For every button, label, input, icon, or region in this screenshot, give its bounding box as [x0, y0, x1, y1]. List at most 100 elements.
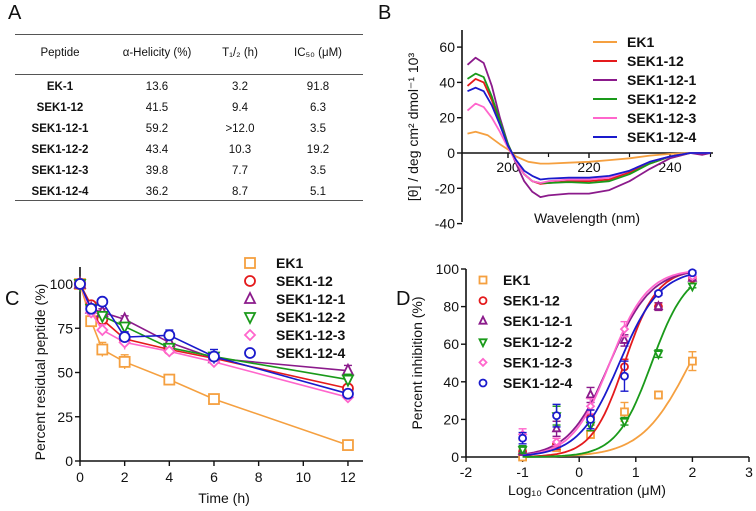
- data-point: [74, 278, 86, 290]
- legend-label: SEK1-12-1: [503, 313, 572, 329]
- legend-label: SEK1-12-4: [627, 129, 696, 145]
- table-cell: 5.1: [310, 186, 326, 198]
- data-point: [96, 295, 109, 308]
- data-point: [208, 350, 220, 363]
- column-header: T₁/₂ (h): [222, 47, 258, 59]
- x-axis-label: Time (h): [198, 490, 250, 506]
- data-point: [687, 282, 698, 293]
- axes-2: [75, 267, 363, 466]
- table-cell: 36.2: [145, 186, 169, 198]
- x-tick-label: 6: [210, 469, 218, 485]
- data-point: [654, 390, 663, 400]
- table-bottom-rule: [15, 200, 363, 201]
- x-tick-label: 200: [496, 159, 520, 175]
- x-tick-label: 220: [577, 159, 601, 175]
- y-tick-label: 0: [451, 449, 459, 465]
- table-cell: 6.3: [310, 102, 326, 114]
- legend-marker: [244, 347, 256, 359]
- y-tick-label: -40: [435, 216, 455, 232]
- x-tick-label: 1: [632, 464, 640, 480]
- data-point: [342, 439, 354, 451]
- data-point: [163, 329, 176, 342]
- y-tick-label: 60: [439, 39, 455, 55]
- column-header: IC₅₀ (μM): [294, 47, 342, 59]
- cd-curve: [467, 130, 711, 165]
- panel-label-d: D: [396, 288, 411, 310]
- data-point: [208, 393, 220, 405]
- y-tick-label: 20: [439, 110, 455, 126]
- fit-curve: [522, 285, 694, 458]
- y-tick-label: 25: [57, 409, 73, 425]
- legend-marker: [478, 338, 488, 349]
- table-cell: 3.5: [310, 165, 326, 177]
- data-point: [163, 344, 176, 358]
- panel-label-b: B: [378, 2, 392, 24]
- table-cell: 3.2: [232, 81, 248, 93]
- data-point: [118, 331, 131, 344]
- x-tick-label: 0: [575, 464, 583, 480]
- y-tick-label: 0: [447, 145, 455, 161]
- y-tick-label: -20: [435, 180, 455, 196]
- legend-marker: [243, 328, 257, 342]
- table-cell: 59.2: [145, 123, 169, 135]
- cd-curve: [467, 86, 711, 181]
- y-tick-label: 40: [439, 74, 455, 90]
- x-tick-label: 3: [745, 464, 753, 480]
- series-SEK1-12-4: [518, 268, 697, 457]
- row-peptide-name: EK-1: [46, 81, 74, 93]
- x-tick-label: 12: [340, 469, 356, 485]
- y-tick-label: 40: [443, 374, 459, 390]
- table-cell: 41.5: [145, 102, 169, 114]
- x-axis-label: Log₁₀ Concentration (μM): [508, 482, 666, 498]
- x-tick-label: 2: [689, 464, 697, 480]
- table-cell: 19.2: [306, 144, 330, 156]
- y-tick-label: 60: [443, 336, 459, 352]
- data-point: [552, 411, 561, 421]
- row-peptide-name: SEK1-12-1: [31, 123, 89, 135]
- y-axis-label: [θ] / deg cm² dmol⁻¹ 10³: [405, 53, 421, 202]
- data-point: [341, 362, 355, 376]
- table-cell: 43.4: [145, 144, 169, 156]
- table-cell: 3.5: [310, 123, 326, 135]
- data-point: [619, 333, 630, 344]
- legend-label: EK1: [627, 34, 654, 50]
- x-tick-label: 10: [296, 469, 312, 485]
- data-point: [653, 300, 664, 311]
- legend-marker: [478, 314, 488, 325]
- x-tick-label: 4: [165, 469, 173, 485]
- data-point: [619, 417, 630, 428]
- x-tick-label: -2: [460, 464, 473, 480]
- y-axis-label: Percent residual peptide (%): [32, 284, 48, 461]
- data-point: [85, 302, 98, 315]
- data-point: [118, 321, 132, 335]
- legend-label: SEK1-12: [627, 53, 684, 69]
- x-tick-label: 0: [76, 469, 84, 485]
- legend-label: SEK1-12-4: [503, 375, 572, 391]
- legend-label: EK1: [276, 255, 303, 271]
- column-header: Peptide: [40, 47, 80, 59]
- data-point: [585, 388, 596, 399]
- data-point: [518, 433, 527, 443]
- data-point: [654, 289, 663, 298]
- legend-marker: [478, 296, 488, 306]
- row-peptide-name: SEK1-12-2: [31, 144, 89, 156]
- legend-marker: [244, 275, 256, 287]
- y-tick-label: 20: [443, 411, 459, 427]
- x-tick-label: 240: [658, 159, 682, 175]
- legend-label: SEK1-12-2: [503, 334, 572, 350]
- data-point: [95, 310, 109, 324]
- legend-marker: [478, 357, 488, 368]
- data-point: [342, 387, 354, 400]
- table-cell: 91.8: [306, 81, 330, 93]
- legend-label: SEK1-12-4: [276, 345, 345, 361]
- y-tick-label: 0: [65, 453, 73, 469]
- cd-curve: [466, 56, 711, 198]
- table-cell: 13.6: [145, 81, 169, 93]
- table-cell: >12.0: [225, 123, 255, 135]
- y-tick-label: 50: [57, 365, 73, 381]
- panel-label-a: A: [8, 2, 22, 24]
- data-point: [620, 407, 629, 417]
- table-cell: 7.7: [232, 165, 248, 177]
- table-cell: 10.3: [228, 144, 252, 156]
